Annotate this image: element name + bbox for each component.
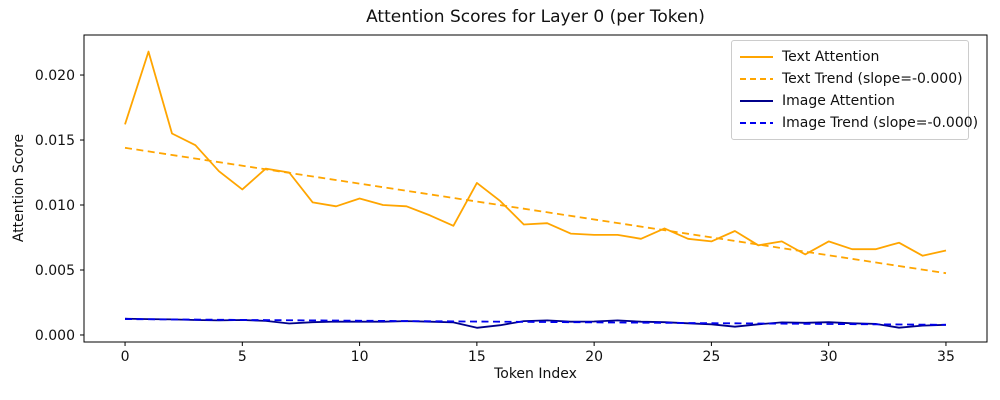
image-trend-line (124, 318, 947, 326)
x-tick-label: 10 (351, 349, 369, 365)
x-tick-label: 30 (820, 349, 838, 365)
y-tick-label: 0.010 (35, 198, 75, 214)
text-trend-legend-line-icon (740, 78, 773, 80)
x-tick-label: 5 (238, 349, 247, 365)
text-attention-legend-line-icon (740, 56, 773, 58)
y-tick-label: 0.000 (35, 328, 75, 344)
x-tick-label: 0 (121, 349, 130, 365)
y-tick-label: 0.015 (35, 133, 75, 149)
plot-border (83, 34, 988, 343)
legend-label: Text Attention (782, 49, 880, 65)
x-tick-label: 20 (585, 349, 603, 365)
image-attention-legend-line-icon (740, 100, 773, 102)
image-trend-legend-line-icon (740, 122, 773, 124)
legend-label: Image Attention (782, 93, 895, 109)
y-tick-label: 0.005 (35, 263, 75, 279)
legend: Text Attention Text Trend (slope=-0.000) I… (731, 40, 978, 140)
legend-item-image-trend: Image Trend (slope=-0.000) (740, 112, 978, 134)
legend-item-text-attention: Text Attention (740, 46, 960, 68)
text-trend-line (124, 146, 947, 275)
x-axis-label: Token Index (494, 366, 577, 382)
legend-item-image-attention: Image Attention (740, 90, 960, 112)
legend-label: Text Trend (slope=-0.000) (782, 71, 963, 87)
image-attention-line (124, 317, 947, 329)
legend-label: Image Trend (slope=-0.000) (782, 115, 979, 131)
chart-title: Attention Scores for Layer 0 (per Token) (366, 7, 705, 27)
x-tick-label: 35 (937, 349, 955, 365)
y-tick-label: 0.020 (35, 68, 75, 84)
x-tick-label: 15 (468, 349, 486, 365)
x-tick-label: 25 (702, 349, 720, 365)
legend-item-text-trend: Text Trend (slope=-0.000) (740, 68, 963, 90)
